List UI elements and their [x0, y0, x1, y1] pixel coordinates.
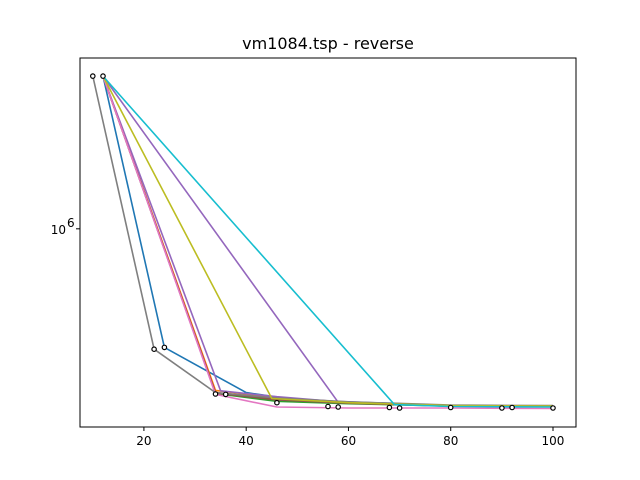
axes: 20 40 60 80 100 10 6: [51, 216, 565, 448]
series-line-series-orange: [102, 75, 554, 407]
data-point-marker: [509, 404, 515, 411]
y-tick-label: 10: [51, 223, 66, 237]
data-point-marker: [396, 405, 403, 411]
data-point-marker: [100, 73, 106, 79]
data-point-marker: [222, 391, 229, 398]
series-line-series-olive: [102, 75, 554, 407]
chart-title: vm1084.tsp - reverse: [242, 34, 414, 53]
series-line-series-cyan: [102, 75, 554, 408]
series-line-series-red: [102, 75, 554, 407]
y-tick-exponent: 6: [67, 216, 75, 230]
x-tick-label: 20: [136, 434, 151, 448]
x-tick-label: 60: [341, 434, 356, 448]
data-point-marker: [447, 404, 454, 411]
data-point-marker: [90, 73, 96, 79]
plot-frame: [79, 57, 577, 428]
data-point-marker: [274, 399, 280, 406]
data-point-marker: [335, 404, 342, 410]
x-tick-label: 80: [443, 434, 458, 448]
data-point-marker: [325, 403, 331, 410]
data-point-marker: [386, 404, 393, 411]
series-layer: [92, 75, 554, 410]
marker-layer: [90, 73, 556, 411]
x-tick-label: 40: [239, 434, 254, 448]
data-point-marker: [499, 405, 505, 411]
series-line-series-brown: [102, 75, 554, 408]
data-point-marker: [212, 391, 219, 397]
series-line-series-blue: [102, 75, 554, 408]
x-tick-label: 100: [542, 434, 565, 448]
series-line-series-pink: [102, 75, 554, 410]
series-line-series-green: [102, 75, 554, 408]
series-line-series-purple-2: [102, 75, 554, 408]
data-point-marker: [151, 346, 157, 353]
data-point-marker: [161, 344, 168, 351]
series-line-series-purple: [102, 75, 554, 407]
data-point-marker: [550, 405, 556, 411]
